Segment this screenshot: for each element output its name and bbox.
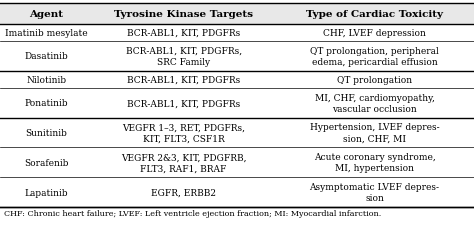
Text: Tyrosine Kinase Targets: Tyrosine Kinase Targets (114, 10, 253, 19)
Text: Asymptomatic LVEF depres-
sion: Asymptomatic LVEF depres- sion (310, 182, 439, 202)
Text: Sunitinib: Sunitinib (25, 128, 67, 137)
Text: BCR-ABL1, KIT, PDGFRs: BCR-ABL1, KIT, PDGFRs (127, 29, 240, 38)
Text: VEGFR 2&3, KIT, PDGFRB,
FLT3, RAF1, BRAF: VEGFR 2&3, KIT, PDGFRB, FLT3, RAF1, BRAF (121, 153, 246, 173)
Text: EGFR, ERBB2: EGFR, ERBB2 (151, 188, 216, 197)
Text: Acute coronary syndrome,
MI, hypertension: Acute coronary syndrome, MI, hypertensio… (314, 153, 435, 173)
Text: BCR-ABL1, KIT, PDGFRs: BCR-ABL1, KIT, PDGFRs (127, 75, 240, 84)
Text: VEGFR 1–3, RET, PDGFRs,
KIT, FLT3, CSF1R: VEGFR 1–3, RET, PDGFRs, KIT, FLT3, CSF1R (122, 123, 245, 143)
Text: Dasatinib: Dasatinib (24, 52, 68, 61)
Text: Sorafenib: Sorafenib (24, 158, 68, 167)
Text: Imatinib mesylate: Imatinib mesylate (5, 29, 88, 38)
Text: BCR-ABL1, KIT, PDGFRs,
SRC Family: BCR-ABL1, KIT, PDGFRs, SRC Family (126, 46, 242, 66)
Text: MI, CHF, cardiomyopathy,
vascular occlusion: MI, CHF, cardiomyopathy, vascular occlus… (315, 93, 434, 113)
Text: CHF: Chronic heart failure; LVEF: Left ventricle ejection fraction; MI: Myocardi: CHF: Chronic heart failure; LVEF: Left v… (4, 209, 381, 217)
Text: Nilotinib: Nilotinib (26, 75, 66, 84)
Text: Type of Cardiac Toxicity: Type of Cardiac Toxicity (306, 10, 443, 19)
Text: Agent: Agent (29, 10, 63, 19)
Text: QT prolongation: QT prolongation (337, 75, 412, 84)
Text: Ponatinib: Ponatinib (24, 99, 68, 108)
Text: BCR-ABL1, KIT, PDGFRs: BCR-ABL1, KIT, PDGFRs (127, 99, 240, 108)
Text: Hypertension, LVEF depres-
sion, CHF, MI: Hypertension, LVEF depres- sion, CHF, MI (310, 123, 439, 143)
Text: QT prolongation, peripheral
edema, pericardial effusion: QT prolongation, peripheral edema, peric… (310, 46, 439, 66)
Text: Lapatinib: Lapatinib (24, 188, 68, 197)
Text: CHF, LVEF depression: CHF, LVEF depression (323, 29, 426, 38)
Bar (0, 4, 474, 25)
